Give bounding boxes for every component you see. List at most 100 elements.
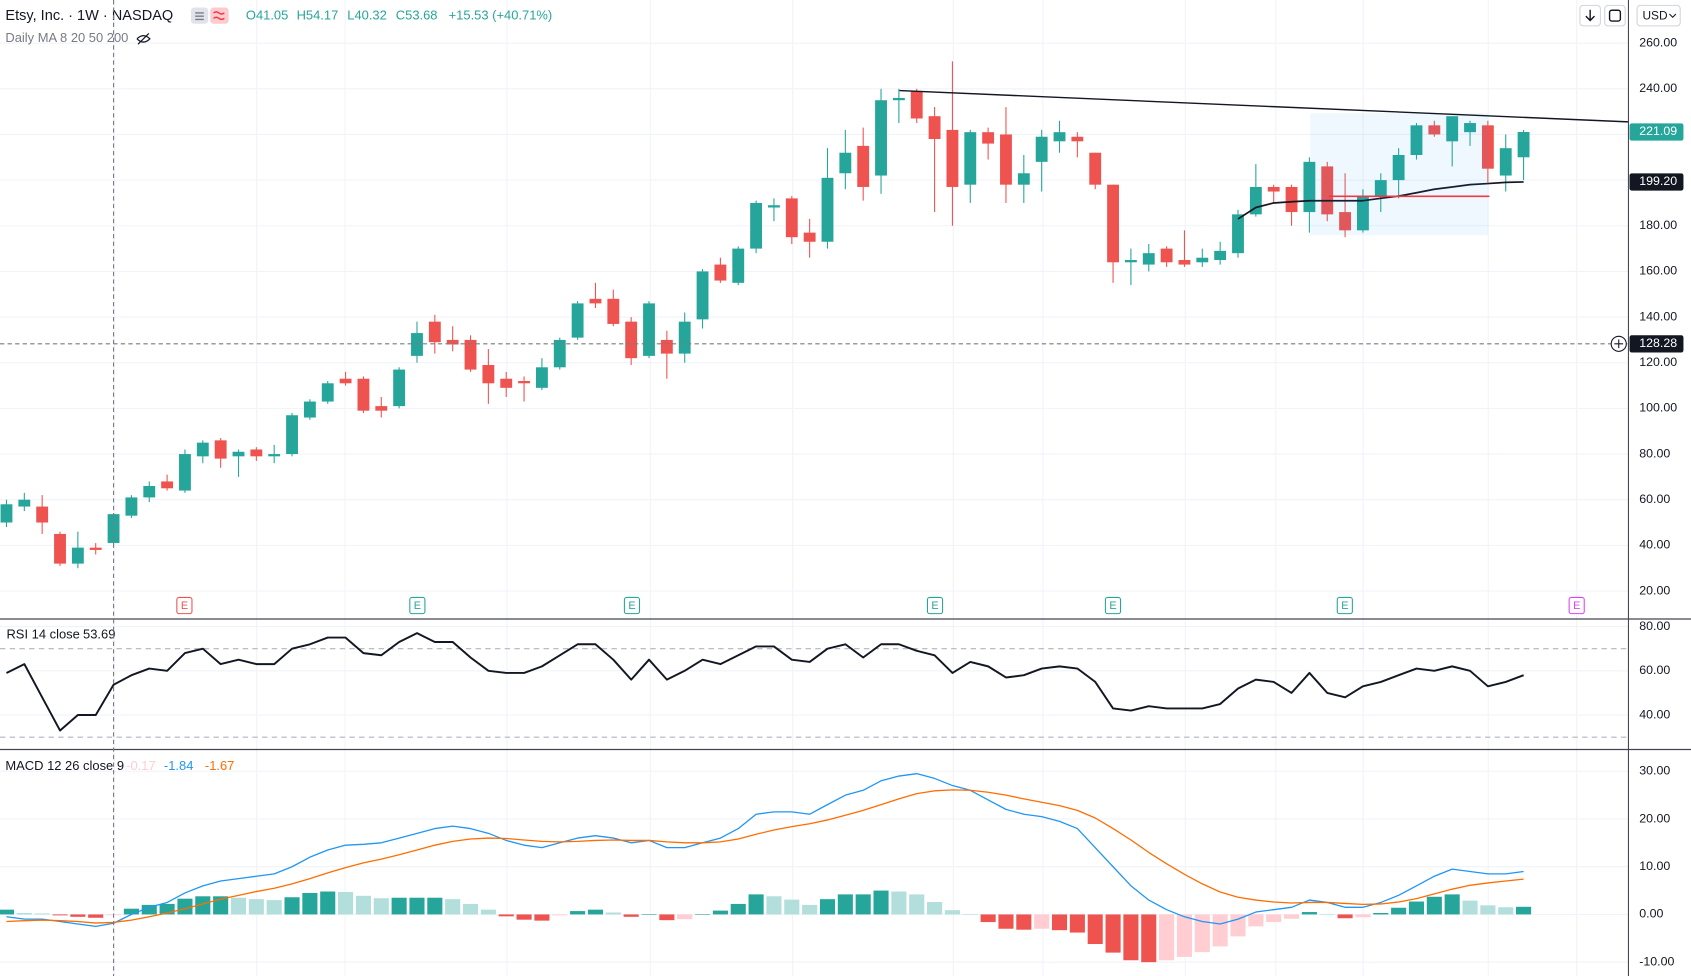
candle-body — [18, 499, 31, 507]
macd-histogram-bar — [1337, 914, 1353, 919]
candle-body — [393, 369, 406, 407]
macd-histogram-bar — [302, 892, 318, 915]
candle-body — [250, 449, 263, 457]
candle-body — [1089, 152, 1102, 185]
macd-histogram-bar — [927, 902, 943, 915]
macd-histogram-bar — [659, 914, 675, 921]
earnings-marker — [926, 596, 944, 615]
candle-body — [1053, 132, 1066, 142]
candle-body — [660, 339, 673, 354]
candle-body — [36, 506, 49, 523]
candle-body — [1178, 260, 1191, 265]
volume-profile-area — [1310, 113, 1489, 236]
macd-histogram-bar — [552, 914, 568, 916]
macd-histogram-bar — [1266, 914, 1282, 923]
macd-histogram-bar — [409, 897, 425, 915]
candle-body — [1196, 257, 1209, 263]
candle-body — [339, 378, 352, 384]
candle-body — [232, 451, 245, 457]
ma-line — [1237, 181, 1524, 220]
candle-body — [750, 202, 763, 249]
macd-histogram-bar — [88, 914, 104, 918]
y-tick-label: 0.00 — [1639, 907, 1663, 921]
macd-histogram-bar — [391, 897, 407, 915]
rsi-line — [6, 632, 1524, 732]
candle-body — [643, 303, 655, 356]
macd-histogram-bar — [534, 914, 550, 921]
macd-histogram-bar — [284, 897, 300, 915]
candle-body — [1464, 123, 1476, 133]
macd-histogram-bar — [1426, 896, 1442, 915]
candle-body — [910, 91, 923, 119]
crosshair-add-icon — [1614, 339, 1624, 349]
candle-body — [1107, 184, 1119, 263]
macd-histogram-bar — [248, 899, 264, 915]
macd-histogram-bar — [1123, 914, 1139, 961]
last-price-label: 221.09 — [1639, 124, 1677, 138]
reset-button[interactable] — [1604, 4, 1626, 27]
macd-histogram-bar — [1480, 905, 1496, 915]
y-tick-label: 160.00 — [1639, 264, 1677, 278]
macd-histogram-bar — [195, 896, 211, 915]
y-tick-label: 10.00 — [1639, 859, 1670, 873]
candle-body — [303, 401, 316, 418]
macd-histogram-bar — [0, 909, 15, 915]
macd-histogram-bar — [730, 903, 746, 915]
macd-histogram-bar — [34, 913, 50, 915]
macd-histogram-bar — [695, 914, 711, 915]
candle-body — [1124, 260, 1137, 263]
macd-histogram-bar — [230, 897, 247, 915]
macd-histogram-bar — [141, 904, 157, 915]
candle-body — [446, 339, 459, 345]
macd-histogram-bar — [320, 891, 336, 915]
badge-icon — [195, 12, 204, 21]
badge-icon — [213, 11, 225, 21]
candle-body — [1267, 186, 1280, 192]
candle-body — [821, 177, 834, 242]
candle-body — [803, 232, 816, 242]
ohlc-legend: O41.05 H54.17 L40.32 C53.68 +15.53 (+40.71%) — [246, 8, 552, 23]
macd-histogram-bar — [1069, 914, 1085, 933]
candle-body — [125, 497, 138, 516]
macd-histogram-bar — [1034, 914, 1050, 929]
symbol-title: Etsy, Inc. · 1W · NASDAQ — [5, 8, 173, 24]
hide-icon[interactable] — [136, 33, 151, 45]
candle-body — [268, 454, 281, 457]
candle-body — [196, 442, 209, 457]
candle-body — [1232, 214, 1244, 254]
candle-body — [875, 100, 887, 176]
candle-body — [553, 339, 566, 368]
macd-histogram-bar — [802, 904, 818, 915]
y-tick-label: 40.00 — [1639, 538, 1670, 552]
macd-histogram-bar — [641, 914, 657, 915]
earnings-label: E — [1573, 600, 1580, 612]
macd-histogram-bar — [891, 891, 907, 915]
candle-body — [1017, 173, 1030, 185]
macd-histogram-bar — [873, 890, 889, 915]
currency-button[interactable] — [1636, 4, 1681, 27]
candle-body — [1285, 186, 1298, 213]
candle-body — [71, 547, 84, 564]
candle-body — [411, 333, 423, 356]
earnings-marker — [176, 596, 193, 615]
macd-histogram-bar — [1051, 914, 1068, 931]
y-tick-label: 60.00 — [1639, 663, 1670, 677]
candle-body — [54, 533, 66, 564]
macd-histogram-bar — [1498, 907, 1514, 915]
earnings-marker — [1568, 596, 1585, 615]
candle-body — [1339, 212, 1352, 231]
earnings-label: E — [628, 600, 635, 612]
earnings-marker — [623, 596, 641, 615]
macd-histogram-bar — [766, 896, 782, 915]
macd-histogram-bar — [855, 894, 871, 915]
crosshair-price-label: 128.28 — [1639, 336, 1677, 350]
macd-histogram-bar — [338, 891, 354, 915]
candle-body — [500, 378, 513, 388]
macd-histogram-bar — [1462, 900, 1478, 915]
arrow-icon — [1585, 9, 1595, 22]
macd-histogram-bar — [587, 909, 604, 915]
y-tick-label: 260.00 — [1639, 35, 1677, 49]
candle-body — [892, 97, 905, 101]
macd-histogram-bar — [373, 898, 389, 915]
macd-histogram-bar — [355, 895, 371, 915]
